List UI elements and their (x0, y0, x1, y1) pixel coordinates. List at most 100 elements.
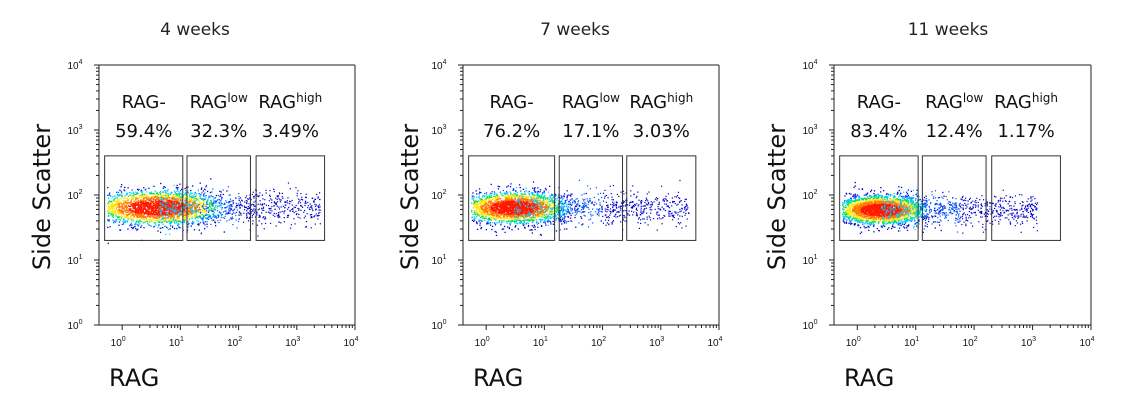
data-point (136, 208, 138, 210)
data-point (520, 198, 522, 200)
data-point (500, 212, 502, 215)
data-point (163, 220, 166, 222)
data-point (157, 217, 159, 220)
data-point (112, 214, 114, 217)
data-point (304, 209, 306, 212)
data-point (499, 198, 501, 200)
data-point (204, 214, 206, 216)
data-point (503, 206, 505, 208)
data-point (172, 204, 174, 206)
data-point (307, 205, 309, 207)
data-point (497, 215, 500, 217)
data-point (130, 219, 132, 221)
data-point (134, 203, 136, 205)
data-point (226, 206, 228, 209)
data-point (156, 192, 158, 195)
data-point (118, 203, 121, 205)
data-point (489, 208, 491, 211)
data-point (135, 197, 137, 200)
data-point (134, 193, 137, 196)
data-point (264, 199, 266, 201)
y-tick-label: 101 (431, 254, 446, 267)
data-point (268, 208, 270, 210)
data-point (132, 191, 135, 194)
data-point (185, 200, 187, 202)
data-point (316, 193, 318, 196)
data-point (476, 211, 479, 213)
data-point (149, 220, 151, 222)
data-point (239, 203, 241, 205)
data-point (110, 201, 112, 203)
data-point (212, 199, 215, 201)
data-point (195, 214, 197, 216)
data-point (136, 196, 138, 199)
data-point (537, 190, 539, 193)
data-point (205, 184, 208, 187)
data-point (109, 200, 111, 203)
data-point (232, 209, 234, 212)
data-point (207, 208, 210, 210)
data-point (193, 198, 195, 200)
data-point (140, 203, 143, 205)
data-point (256, 214, 258, 216)
data-point (132, 209, 134, 211)
data-point (510, 183, 512, 185)
data-point (161, 211, 163, 213)
data-point (518, 216, 520, 218)
data-point (119, 229, 122, 231)
data-point (304, 202, 306, 204)
data-point (238, 211, 241, 213)
data-point (157, 199, 159, 201)
data-point (204, 189, 206, 191)
data-point (547, 219, 550, 221)
data-point (206, 190, 209, 193)
data-point (567, 194, 569, 196)
data-point (149, 198, 151, 201)
data-point (184, 212, 187, 214)
data-point (180, 211, 183, 213)
data-point (131, 192, 133, 194)
data-point (294, 206, 296, 209)
data-point (489, 206, 491, 208)
data-point (124, 216, 126, 218)
data-point (253, 203, 255, 206)
data-point (112, 202, 114, 205)
data-point (136, 192, 139, 194)
data-point (523, 205, 525, 207)
data-point (137, 212, 140, 214)
data-point (199, 182, 201, 184)
data-point (183, 205, 185, 208)
data-point (202, 205, 204, 207)
data-point (180, 203, 182, 206)
data-point (183, 220, 185, 222)
data-point (137, 214, 140, 216)
data-point (146, 223, 149, 225)
data-point (171, 205, 173, 207)
data-point (311, 197, 313, 199)
data-point (218, 212, 221, 214)
data-point (540, 234, 543, 236)
gate-label: RAGhigh (258, 91, 322, 113)
data-point (214, 209, 216, 211)
data-point (477, 207, 479, 210)
data-point (514, 197, 516, 199)
data-point (122, 223, 125, 225)
data-point (141, 194, 143, 196)
data-point (189, 199, 191, 201)
data-point (173, 220, 175, 222)
data-point (154, 199, 156, 201)
data-point (508, 203, 510, 205)
data-point (207, 206, 209, 209)
data-point (269, 209, 271, 211)
data-point (476, 203, 479, 205)
data-point (220, 196, 223, 198)
data-point (191, 185, 194, 187)
data-point (203, 223, 205, 225)
data-point (161, 210, 164, 212)
data-point (566, 190, 568, 192)
data-point (271, 210, 273, 212)
data-point (212, 202, 215, 204)
data-point (314, 198, 316, 200)
data-point (159, 200, 161, 203)
data-point (507, 195, 510, 197)
